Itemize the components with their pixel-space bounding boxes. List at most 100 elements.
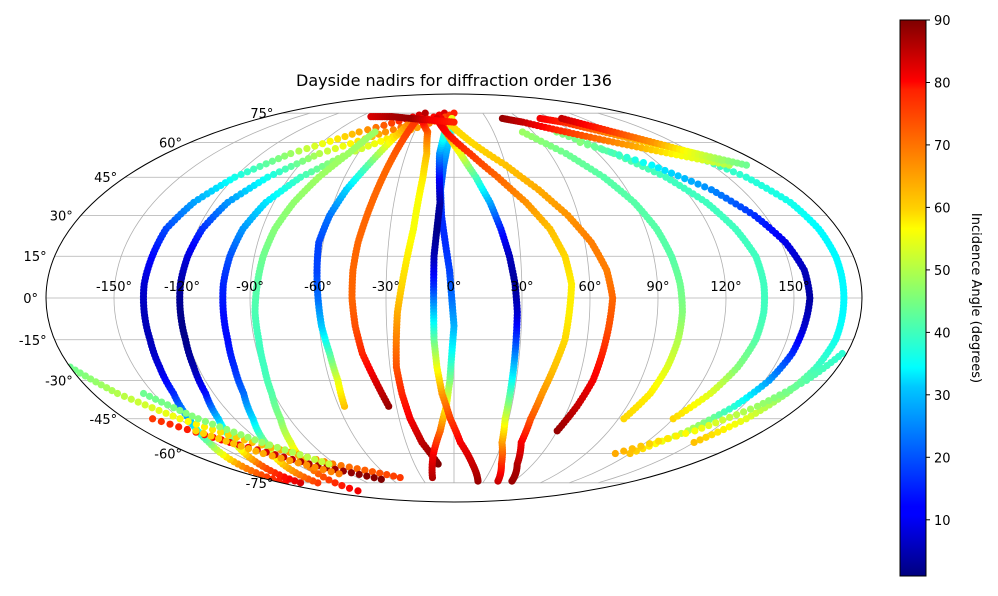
nadir-point [250,165,258,173]
latitude-tick-label: 15° [24,250,47,265]
nadir-point [667,169,676,177]
latitude-tick-label: 60° [159,137,182,152]
nadir-point [86,375,95,383]
longitude-tick-label: 0° [447,280,462,295]
nadir-point [341,132,349,141]
nadir-point [259,449,267,458]
nadir-point [176,406,184,415]
nadir-point [315,149,324,158]
nadir-point [231,173,239,181]
nadir-point [355,470,363,479]
colorbar-label: Incidence Angle (degrees) [968,213,983,383]
nadir-point [802,376,811,385]
latitude-tick-label: 45° [94,171,117,186]
nadir-point [157,398,166,406]
nadir-point [151,395,160,403]
nadir-point [281,165,289,173]
nadir-point [148,415,157,423]
colorbar-tick-label: 10 [934,514,951,529]
latitude-tick-labels: 75° 60° 45° 30° 15° 0° -15° -30° -45° -60° -75° [19,107,274,492]
nadir-point [327,468,335,476]
nadir-point [296,173,305,181]
longitude-tick-label: 120° [710,280,741,295]
longitude-tick-label: 30° [510,280,533,295]
nadir-point [776,391,784,399]
nadir-point [746,405,755,413]
nadir-point [201,417,210,426]
latitude-tick-label: -45° [89,413,117,428]
nadir-point [354,487,362,495]
longitude-gridline [540,112,659,484]
nadir-point [307,168,316,176]
nadir-point [389,126,397,134]
longitude-tick-label: -30° [372,280,400,295]
nadir-point [134,398,142,406]
nadir-point [170,404,178,412]
longitude-gridline [385,112,426,484]
nadir-point [698,424,706,432]
latitude-tick-label: -60° [154,448,182,463]
nadir-point [303,461,311,469]
nadir-point [102,384,111,392]
nadir-point [331,479,339,487]
nadir-point [396,473,404,482]
nadir-point [325,476,333,484]
nadir-point [347,469,355,477]
nadir-point [304,155,312,163]
nadir-point [273,443,282,452]
nadir-point [648,161,656,169]
nadir-point [687,177,695,185]
colorbar-tick-label: 90 [934,14,951,29]
nadir-point [275,168,284,176]
nadir-point [113,389,122,398]
nadir-point [646,440,654,448]
colorbar-tick-label: 80 [934,77,951,92]
nadir-point [584,141,592,149]
nadir-point [338,482,346,490]
nadir-point [262,160,270,168]
nadir-point [383,471,391,479]
nadir-point [654,437,663,445]
nadir-point [287,149,295,158]
nadir-point [230,428,238,436]
nadir-point [620,447,628,455]
latitude-tick-label: -30° [45,374,73,389]
colorbar-tick-label: 50 [934,264,951,279]
nadir-point [215,435,223,443]
nadir-point [311,142,319,150]
nadir-point [337,461,345,470]
nadir-point [169,412,177,420]
nadir-point [252,447,260,455]
nadir-point [705,421,713,430]
nadir-point [331,144,339,153]
nadir-point [318,458,326,466]
nadir-point [371,140,379,148]
nadir-point [291,477,299,485]
nadir-point [737,417,745,426]
nadir-point [615,151,623,159]
nadir-point [319,465,327,474]
nadir-point [691,427,699,435]
nadir-point [631,156,639,164]
latitude-tick-label: 0° [23,292,38,307]
nadir-point [192,420,200,428]
nadir-point [654,164,662,172]
nadir-point [726,413,734,422]
nadir-point [188,412,196,420]
colorbar [899,19,927,577]
nadir-point [702,433,710,441]
nadir-point [313,165,321,173]
nadir-point [176,415,184,423]
colorbar-tick-label: 40 [934,326,951,341]
nadir-point [268,157,276,165]
map-boundary [45,93,863,503]
nadir-point [281,152,289,160]
nadir-point [296,479,305,487]
nadir-point [286,456,294,465]
nadir-point [380,121,388,129]
latitude-tick-label: 75° [250,107,273,122]
nadir-point [345,463,353,471]
nadir-point [370,474,378,482]
